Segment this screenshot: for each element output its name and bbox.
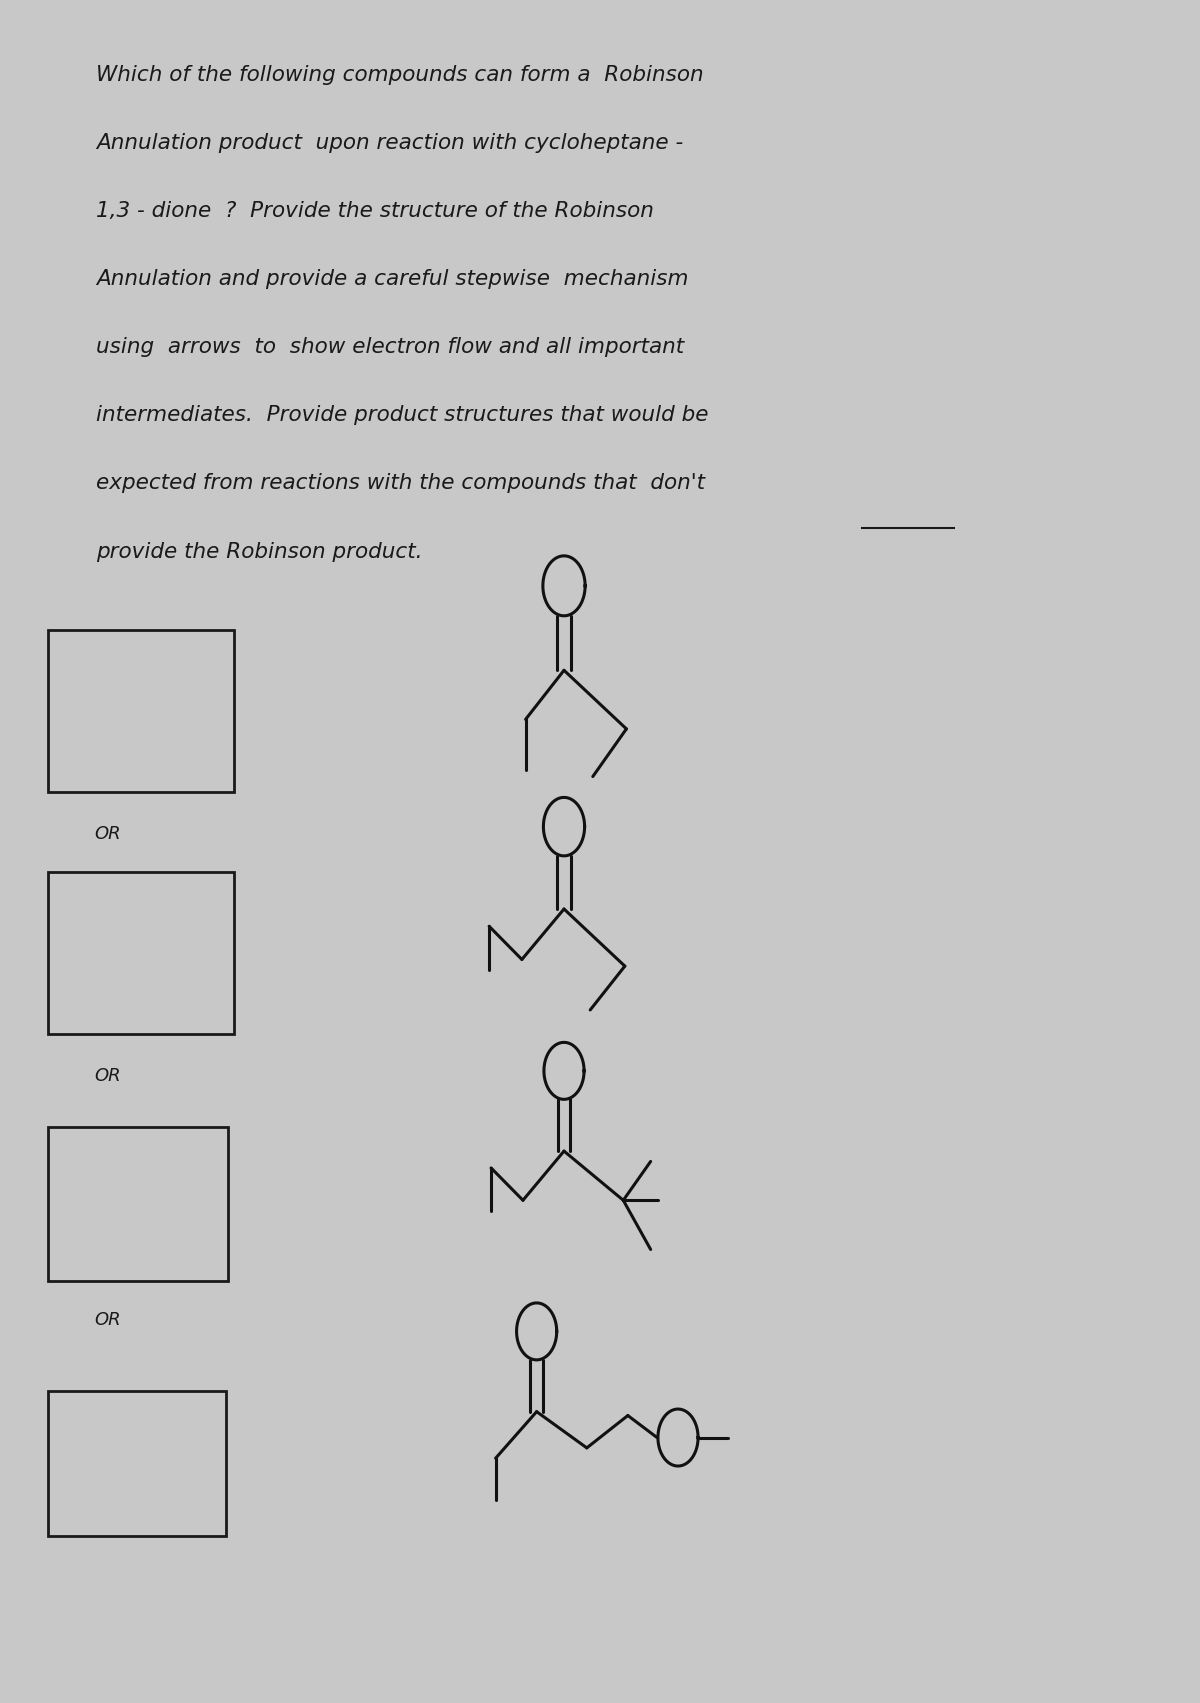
Text: OR: OR	[95, 1068, 121, 1085]
Text: expected from reactions with the compounds that  don't: expected from reactions with the compoun…	[96, 473, 706, 494]
Bar	[48, 630, 234, 792]
Text: 1,3 - dione  ?  Provide the structure of the Robinson: 1,3 - dione ? Provide the structure of t…	[96, 201, 654, 221]
Bar	[48, 872, 234, 1034]
Text: using  arrows  to  show electron flow and all important: using arrows to show electron flow and a…	[96, 337, 684, 358]
Text: provide the Robinson product.: provide the Robinson product.	[96, 542, 422, 562]
Text: Which of the following compounds can form a  Robinson: Which of the following compounds can for…	[96, 65, 703, 85]
Text: Annulation and provide a careful stepwise  mechanism: Annulation and provide a careful stepwis…	[96, 269, 689, 290]
Text: intermediates.  Provide product structures that would be: intermediates. Provide product structure…	[96, 405, 708, 426]
Text: OR: OR	[95, 1311, 121, 1328]
Bar	[48, 1391, 226, 1536]
Text: Annulation product  upon reaction with cycloheptane -: Annulation product upon reaction with cy…	[96, 133, 683, 153]
Bar	[48, 1127, 228, 1281]
Text: OR: OR	[95, 826, 121, 843]
